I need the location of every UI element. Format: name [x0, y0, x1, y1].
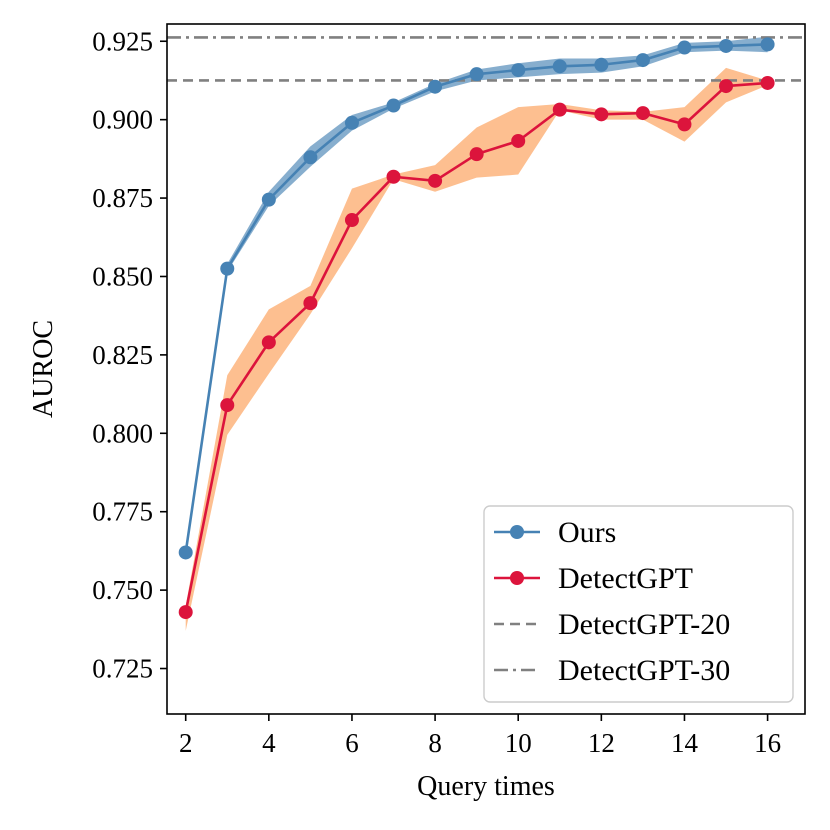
- data-point-ours: [511, 63, 526, 78]
- data-point-detectgpt: [635, 106, 650, 121]
- legend: Ours DetectGPT DetectGPT-20 DetectGPT-30: [483, 505, 794, 703]
- x-axis-label: Query times: [417, 771, 555, 802]
- data-point-ours: [428, 79, 443, 94]
- y-tick-label: 0.850: [92, 261, 153, 291]
- data-point-detectgpt: [594, 107, 609, 122]
- legend-label-detectgpt-30: DetectGPT-30: [558, 654, 730, 687]
- plot-frame: [166, 23, 806, 715]
- data-point-detectgpt: [511, 133, 526, 148]
- data-point-detectgpt: [719, 79, 734, 94]
- data-point-detectgpt: [386, 169, 401, 184]
- data-point-ours: [594, 57, 609, 72]
- data-point-detectgpt: [552, 102, 567, 117]
- y-tick-label: 0.725: [92, 654, 153, 684]
- x-tick-label: 12: [588, 728, 615, 758]
- data-point-ours: [261, 192, 276, 207]
- y-tick-label: 0.825: [92, 340, 153, 370]
- data-point-detectgpt: [303, 296, 318, 311]
- y-tick-label: 0.800: [92, 418, 153, 448]
- data-point-ours: [386, 98, 401, 113]
- data-point-detectgpt: [760, 75, 775, 90]
- data-point-ours: [760, 37, 775, 52]
- x-tick-label: 14: [671, 728, 699, 758]
- data-point-ours: [552, 59, 567, 74]
- x-tick-label: 10: [505, 728, 532, 758]
- x-tick-label: 6: [345, 728, 359, 758]
- x-tick-label: 8: [428, 728, 442, 758]
- data-point-detectgpt: [469, 147, 484, 162]
- legend-label-detectgpt-20: DetectGPT-20: [558, 608, 730, 641]
- legend-label-ours: Ours: [558, 516, 616, 549]
- data-point-ours: [677, 40, 692, 55]
- legend-label-detectgpt: DetectGPT: [558, 562, 693, 595]
- y-tick-label: 0.925: [92, 26, 153, 56]
- y-axis-label: AUROC: [28, 320, 59, 418]
- legend-marker-detectgpt: [510, 571, 524, 585]
- legend-box: [483, 505, 794, 703]
- data-point-detectgpt: [344, 213, 359, 228]
- data-point-ours: [635, 53, 650, 68]
- data-point-ours: [469, 67, 484, 82]
- x-tick-label: 2: [179, 728, 193, 758]
- y-tick-label: 0.750: [92, 575, 153, 605]
- data-point-detectgpt: [178, 605, 193, 620]
- y-tick-label: 0.875: [92, 183, 153, 213]
- data-point-detectgpt: [220, 398, 235, 413]
- data-point-ours: [719, 38, 734, 53]
- data-point-detectgpt: [261, 335, 276, 350]
- data-point-detectgpt: [677, 117, 692, 132]
- y-tick-label: 0.775: [92, 497, 153, 527]
- x-tick-label: 4: [262, 728, 276, 758]
- x-tick-label: 16: [754, 728, 781, 758]
- data-point-ours: [344, 115, 359, 130]
- data-point-detectgpt: [428, 173, 443, 188]
- data-point-ours: [220, 261, 235, 276]
- data-point-ours: [178, 545, 193, 560]
- y-tick-label: 0.900: [92, 105, 153, 135]
- legend-marker-ours: [510, 525, 524, 539]
- data-point-ours: [303, 150, 318, 165]
